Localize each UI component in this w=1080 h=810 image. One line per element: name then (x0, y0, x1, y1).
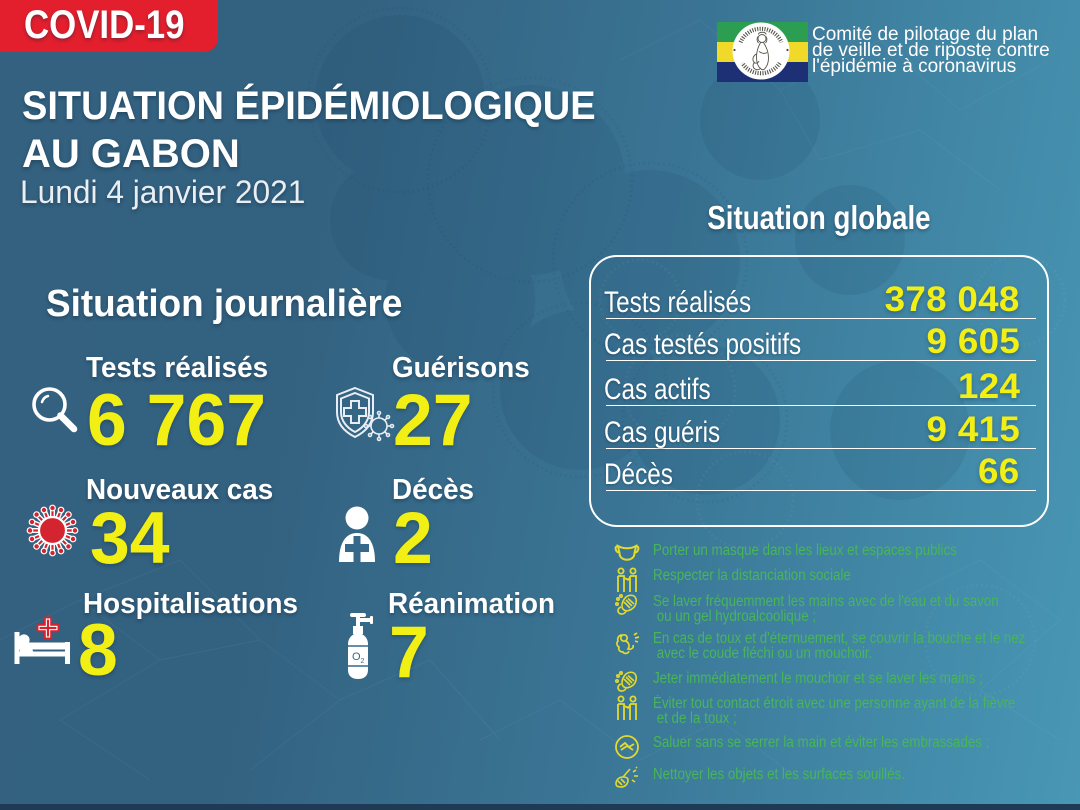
svg-text:O: O (352, 651, 361, 663)
svg-text:2: 2 (361, 658, 365, 665)
